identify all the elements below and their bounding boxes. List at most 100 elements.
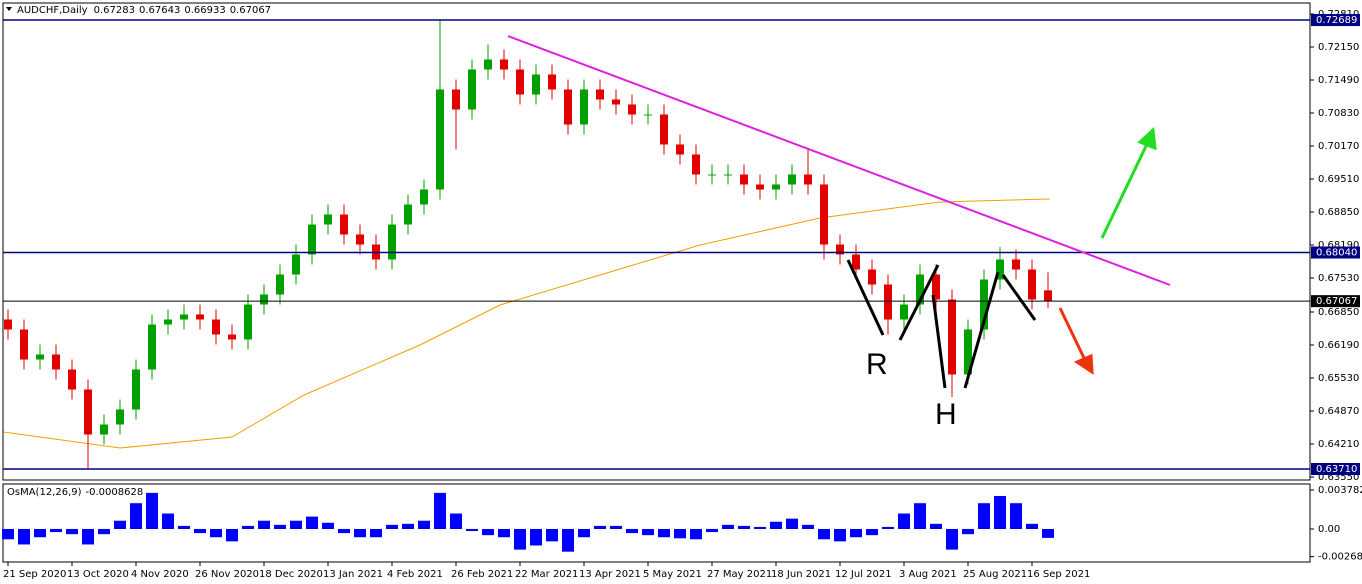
candle-body: [692, 154, 700, 175]
osma-bar: [402, 523, 414, 529]
candle-body: [148, 324, 156, 370]
x-tick-label: 16 Sep 2021: [1027, 569, 1090, 580]
x-tick-label: 13 Jan 2021: [323, 569, 383, 580]
candle-body: [484, 59, 492, 70]
osma-bar: [658, 528, 670, 538]
y-tick-label: 0.00: [1318, 524, 1340, 535]
x-tick-label: 18 Dec 2020: [259, 569, 323, 580]
candle-body: [900, 304, 908, 320]
candle-body: [676, 144, 684, 155]
osma-bar: [690, 528, 702, 540]
osma-bar: [514, 528, 526, 550]
osma-bar: [738, 525, 750, 529]
menu-icon[interactable]: [6, 7, 12, 11]
osma-bar: [98, 528, 110, 535]
osma-bar: [50, 528, 62, 533]
header-open: 0.67283: [94, 5, 135, 16]
candle-body: [452, 89, 460, 110]
candle-body: [932, 274, 940, 300]
y-tick-label: -0.002682: [1318, 552, 1362, 563]
candle-body: [212, 319, 220, 335]
candle-body: [180, 314, 188, 320]
candle-body: [996, 259, 1004, 280]
chart-title: AUDCHF,Daily: [17, 5, 88, 16]
x-tick-label: 13 Apr 2021: [579, 569, 641, 580]
candle-body: [340, 214, 348, 235]
osma-bar: [610, 525, 622, 529]
y-tick-label: 0.68850: [1318, 207, 1359, 218]
candle-body: [100, 424, 108, 435]
osma-bar: [914, 503, 926, 529]
osma-bar: [498, 528, 510, 538]
candle-body: [564, 89, 572, 125]
candle-body: [292, 254, 300, 275]
osma-bar: [594, 525, 606, 529]
osma-bar: [866, 528, 878, 536]
candle-body: [116, 409, 124, 425]
current-price-bg: [1311, 295, 1360, 308]
candle-body: [356, 234, 364, 245]
osma-bar: [194, 528, 206, 534]
header-high: 0.67643: [139, 5, 180, 16]
candle-body: [548, 74, 556, 90]
osma-bar: [946, 528, 958, 550]
candle-body: [660, 114, 668, 145]
candle-body: [324, 214, 332, 225]
header-close: 0.67067: [230, 5, 271, 16]
y-tick-label: 0.72150: [1318, 42, 1359, 53]
osma-bar: [850, 528, 862, 538]
osma-bar: [802, 524, 814, 529]
candle-body: [164, 319, 172, 325]
x-tick-label: 3 Aug 2021: [899, 569, 957, 580]
header-low: 0.66933: [184, 5, 225, 16]
osma-bar: [882, 526, 894, 529]
candle-body: [260, 294, 268, 305]
pattern-label: R: [866, 348, 888, 381]
candle-body: [788, 174, 796, 185]
candle-body: [20, 329, 28, 360]
trend-line: [507, 35, 1171, 286]
osma-bar: [578, 528, 590, 538]
pattern-label: H: [935, 398, 957, 431]
x-tick-label: 13 Oct 2020: [67, 569, 129, 580]
osma-bar: [530, 528, 542, 546]
candle-body: [628, 104, 636, 115]
osma-bar: [66, 528, 78, 535]
candle-body: [724, 174, 732, 176]
candle-body: [468, 69, 476, 110]
x-tick-label: 26 Nov 2020: [195, 569, 259, 580]
osma-bar: [338, 528, 350, 534]
level-label: 0.63710: [1316, 464, 1357, 475]
y-tick-label: 0.67530: [1318, 273, 1359, 284]
osma-bar: [386, 524, 398, 529]
y-tick-label: 0.69510: [1318, 174, 1359, 185]
osma-bar: [450, 513, 462, 529]
candle-body: [1012, 259, 1020, 270]
osma-bar: [226, 528, 238, 542]
osma-bar: [418, 520, 430, 529]
osma-bar: [258, 520, 270, 529]
candle-body: [916, 274, 924, 305]
chart-header: AUDCHF,Daily 0.67283 0.67643 0.66933 0.67067: [17, 5, 271, 16]
level-label-bg: [1311, 14, 1360, 27]
moving-average: [3, 198, 1050, 449]
candle-body: [580, 89, 588, 125]
osma-bar: [562, 528, 574, 552]
price-panel: [2, 2, 1311, 481]
candle-body: [708, 174, 716, 176]
x-tick-label: 18 Jun 2021: [771, 569, 831, 580]
up-arrow: [1100, 126, 1157, 239]
osma-bar: [306, 516, 318, 529]
candle-body: [756, 184, 764, 190]
osma-bar: [290, 520, 302, 529]
candle-body: [4, 319, 12, 330]
osma-bar: [754, 526, 766, 529]
x-tick-label: 5 May 2021: [643, 569, 702, 580]
candle-body: [644, 114, 652, 116]
osma-bar: [674, 528, 686, 539]
osma-bar: [114, 520, 126, 529]
osma-bar: [1026, 523, 1038, 529]
osma-bar: [434, 492, 446, 529]
y-tick-label: 0.70830: [1318, 108, 1359, 119]
candle-body: [772, 184, 780, 190]
